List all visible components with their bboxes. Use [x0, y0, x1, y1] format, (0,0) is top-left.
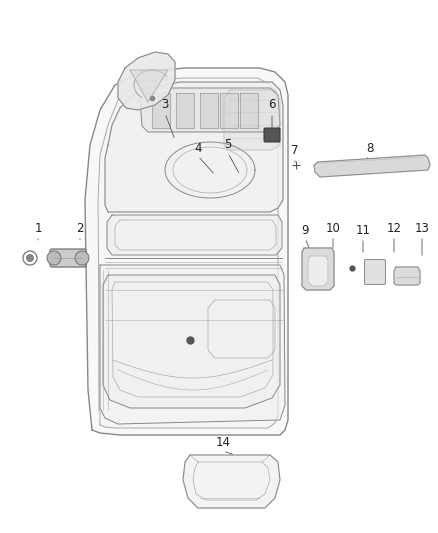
Polygon shape [105, 82, 283, 212]
Polygon shape [394, 267, 420, 285]
Polygon shape [152, 93, 170, 128]
FancyBboxPatch shape [264, 128, 280, 142]
Polygon shape [314, 155, 430, 177]
Polygon shape [107, 215, 282, 255]
Polygon shape [224, 90, 280, 150]
Polygon shape [302, 248, 334, 290]
Text: 4: 4 [194, 141, 202, 155]
Text: 9: 9 [301, 223, 309, 237]
Text: 7: 7 [291, 143, 299, 157]
Circle shape [75, 251, 89, 265]
Polygon shape [200, 93, 218, 128]
Polygon shape [220, 93, 238, 128]
Text: 12: 12 [386, 222, 402, 235]
Circle shape [27, 254, 33, 262]
Polygon shape [240, 93, 258, 128]
Polygon shape [98, 78, 278, 428]
Polygon shape [176, 93, 194, 128]
Polygon shape [308, 256, 328, 286]
Text: 5: 5 [224, 139, 232, 151]
Circle shape [47, 251, 61, 265]
Text: 10: 10 [325, 222, 340, 235]
Text: 8: 8 [366, 141, 374, 155]
Text: 2: 2 [76, 222, 84, 235]
Text: 14: 14 [215, 437, 230, 449]
FancyBboxPatch shape [50, 249, 86, 267]
Polygon shape [140, 88, 280, 132]
Polygon shape [100, 265, 285, 424]
Text: 1: 1 [34, 222, 42, 235]
Text: 13: 13 [414, 222, 429, 235]
FancyBboxPatch shape [364, 260, 385, 285]
Polygon shape [130, 70, 168, 102]
Text: 6: 6 [268, 99, 276, 111]
Polygon shape [85, 68, 288, 435]
Text: 3: 3 [161, 99, 169, 111]
Polygon shape [183, 455, 280, 508]
Polygon shape [103, 275, 280, 408]
Polygon shape [118, 52, 175, 110]
Text: 11: 11 [356, 223, 371, 237]
